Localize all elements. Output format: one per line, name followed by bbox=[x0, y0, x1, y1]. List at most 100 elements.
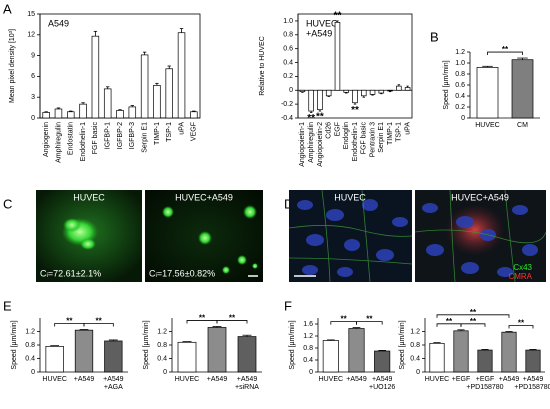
cell bbox=[162, 206, 174, 218]
significance-bracket bbox=[487, 51, 523, 56]
cell bbox=[445, 204, 505, 256]
significance-bracket bbox=[460, 323, 486, 327]
y-tick-label: 0 bbox=[163, 369, 167, 376]
y-tick-label: 1.0 bbox=[283, 18, 293, 25]
bar bbox=[67, 111, 75, 119]
y-tick-label: 0.4 bbox=[283, 59, 293, 66]
significance-bracket bbox=[216, 320, 248, 324]
bar bbox=[190, 111, 198, 119]
x-tick-label: +UO126 bbox=[369, 384, 395, 391]
y-tick-label: 0.4 bbox=[303, 357, 313, 364]
y-tick-label: 9 bbox=[31, 52, 35, 59]
panel-label: C bbox=[3, 196, 12, 211]
x-tick-label: Pentraxin 3 bbox=[369, 122, 376, 158]
x-tick-label: +A549 bbox=[523, 376, 544, 383]
x-tick-label: HUVEC bbox=[42, 376, 67, 383]
x-tick-label: TSP-1 bbox=[166, 122, 173, 142]
image-title: HUVEC bbox=[73, 192, 105, 202]
chart-title: A549 bbox=[48, 18, 69, 28]
y-tick-label: 15 bbox=[27, 11, 35, 18]
significance: ** bbox=[446, 317, 453, 326]
panel-label: B bbox=[430, 29, 439, 44]
bar bbox=[404, 87, 411, 91]
y-tick-label: 0.6 bbox=[283, 46, 293, 53]
x-tick-label: Angiopoietin-1 bbox=[299, 122, 306, 167]
bar bbox=[369, 89, 376, 95]
y-tick-label: -0.2 bbox=[281, 101, 293, 108]
bar bbox=[104, 340, 123, 373]
x-tick-label: EGF bbox=[334, 122, 341, 136]
y-tick-label: 1.0 bbox=[455, 60, 465, 67]
y-tick-label: 0.4 bbox=[25, 355, 35, 362]
significance: ** bbox=[307, 113, 315, 124]
bar bbox=[207, 327, 227, 373]
cell bbox=[222, 266, 230, 274]
x-tick-label: FGF basic bbox=[361, 122, 368, 155]
image-title: HUVEC+A549 bbox=[451, 192, 509, 202]
cell bbox=[252, 263, 258, 269]
x-tick-label: +A549 bbox=[103, 376, 124, 383]
y-tick-label: 0.8 bbox=[303, 345, 313, 352]
bar bbox=[237, 336, 257, 373]
bar bbox=[511, 59, 534, 119]
significance: ** bbox=[518, 319, 525, 328]
bar bbox=[378, 89, 385, 94]
x-tick-label: +PD158780 bbox=[514, 384, 550, 391]
bar bbox=[501, 331, 517, 373]
bar bbox=[308, 89, 314, 112]
x-tick-label: TIMP-1 bbox=[387, 122, 394, 145]
bar bbox=[477, 349, 493, 373]
x-tick-label: IGFBP-2 bbox=[117, 122, 124, 149]
y-tick-label: 0 bbox=[461, 115, 465, 122]
significance-bracket bbox=[508, 325, 534, 329]
y-tick-label: 0.4 bbox=[157, 355, 167, 362]
y-axis-label: Speed [µm/min] bbox=[289, 320, 296, 369]
y-tick-label: 0.8 bbox=[25, 342, 35, 349]
bar bbox=[387, 89, 393, 92]
x-tick-label: +A549 bbox=[237, 376, 258, 383]
significance: ** bbox=[470, 308, 477, 317]
x-tick-label: +EGF bbox=[476, 376, 494, 383]
y-axis-label: Speed [µm/min] bbox=[11, 320, 18, 369]
bar bbox=[322, 340, 339, 373]
significance: ** bbox=[351, 105, 359, 116]
x-tick-label: Endostatin bbox=[68, 122, 75, 155]
bar bbox=[128, 106, 137, 119]
x-tick-label: +AGA bbox=[104, 384, 123, 391]
micrograph: HUVEC bbox=[288, 189, 413, 283]
bar bbox=[525, 349, 541, 373]
x-tick-label: HUVEC bbox=[319, 376, 344, 383]
x-tick-label: +A549 bbox=[372, 376, 393, 383]
x-tick-label: IGFBP-1 bbox=[105, 122, 112, 149]
y-tick-label: 0.6 bbox=[455, 82, 465, 89]
x-tick-label: Amphiregulin bbox=[55, 122, 62, 163]
x-tick-label: TIMP-1 bbox=[154, 122, 161, 145]
x-tick-label: Angiogenin bbox=[43, 122, 50, 157]
bar bbox=[361, 89, 367, 97]
bar bbox=[165, 68, 173, 119]
plot-frame bbox=[297, 13, 413, 119]
significance: ** bbox=[341, 315, 348, 324]
micrograph: HUVEC Cᵢ=72.61±2.1% bbox=[36, 190, 142, 282]
significance: ** bbox=[470, 317, 477, 326]
y-axis-label: Relative to HUVEC bbox=[259, 36, 266, 96]
significance: ** bbox=[199, 314, 206, 323]
significance: ** bbox=[66, 317, 73, 326]
bar bbox=[45, 346, 64, 373]
y-axis-label: Mean pixel density [10³] bbox=[9, 29, 16, 103]
x-tick-label: +A549 bbox=[74, 376, 95, 383]
micrograph: HUVEC+A549 Cx43 CMRA bbox=[414, 189, 547, 283]
bar bbox=[140, 54, 149, 119]
panel-label: F bbox=[284, 298, 292, 313]
image-title: HUVEC+A549 bbox=[175, 192, 233, 202]
y-tick-label: 0.2 bbox=[455, 104, 465, 111]
x-tick-label: +PD158780 bbox=[466, 384, 503, 391]
bar bbox=[116, 110, 124, 119]
bar bbox=[91, 35, 100, 119]
bar bbox=[429, 342, 445, 373]
y-tick-label: 1.2 bbox=[455, 49, 465, 56]
y-tick-label: 1.6 bbox=[303, 321, 313, 328]
bar bbox=[325, 89, 332, 97]
significance: ** bbox=[96, 317, 103, 326]
